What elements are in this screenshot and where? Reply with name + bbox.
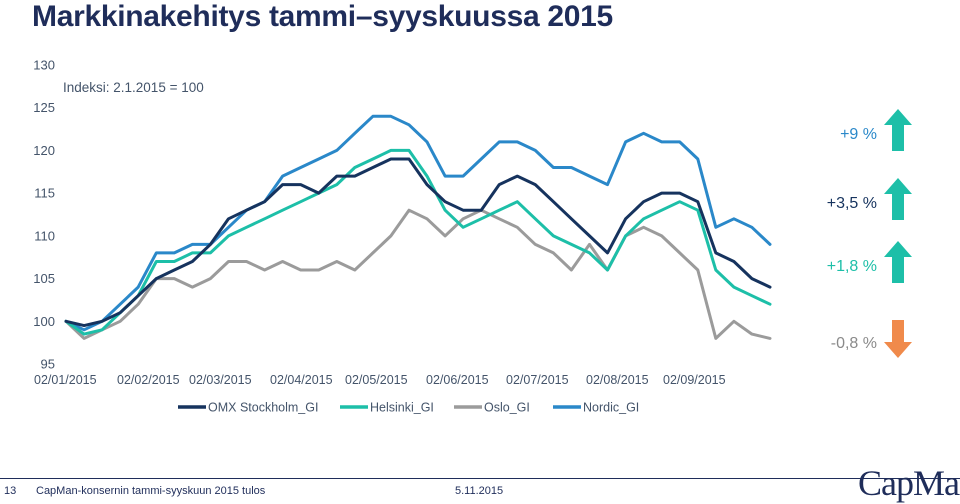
arrow-up-icon bbox=[884, 241, 912, 283]
x-tick-label: 02/05/2015 bbox=[345, 373, 408, 387]
change-annotations: +9 % +3,5 % +1,8 % -0,8 % bbox=[827, 109, 912, 358]
legend-label: Nordic_GI bbox=[583, 401, 639, 415]
series-line-oslo-gi bbox=[64, 208, 772, 340]
change-label: +9 % bbox=[840, 126, 877, 143]
index-note: Indeksi: 2.1.2015 = 100 bbox=[63, 80, 204, 95]
y-axis: 130 125 120 115 110 105 100 95 bbox=[33, 58, 55, 372]
series-line-helsinki-gi bbox=[64, 148, 772, 336]
series-line-omx-stockholm-gi bbox=[64, 157, 772, 328]
change-label: +1,8 % bbox=[827, 258, 877, 275]
y-tick-label: 110 bbox=[34, 228, 55, 243]
x-tick-label: 02/04/2015 bbox=[270, 373, 333, 387]
change-label: -0,8 % bbox=[831, 335, 877, 352]
page-number: 13 bbox=[4, 485, 17, 497]
x-tick-label: 02/02/2015 bbox=[117, 373, 180, 387]
x-axis: 02/01/2015 02/02/2015 02/03/2015 02/04/2015… bbox=[34, 373, 726, 387]
y-tick-label: 95 bbox=[41, 357, 55, 372]
x-tick-label: 02/09/2015 bbox=[663, 373, 726, 387]
x-tick-label: 02/03/2015 bbox=[189, 373, 252, 387]
y-tick-label: 115 bbox=[34, 186, 55, 201]
legend-label: Oslo_GI bbox=[484, 401, 530, 415]
x-tick-label: 02/08/2015 bbox=[586, 373, 649, 387]
footer-divider bbox=[0, 478, 960, 479]
arrow-up-icon bbox=[884, 109, 912, 151]
x-tick-label: 02/01/2015 bbox=[34, 373, 97, 387]
capman-logo: CapMan bbox=[858, 463, 960, 503]
slide-title: Markkinakehitys tammi–syyskuussa 2015 bbox=[32, 0, 613, 33]
legend: OMX Stockholm_GI Helsinki_GI Oslo_GI Nordic… bbox=[178, 401, 639, 415]
arrow-down-icon bbox=[884, 320, 912, 358]
x-tick-label: 02/06/2015 bbox=[426, 373, 489, 387]
y-tick-label: 100 bbox=[33, 314, 55, 329]
footer-text: CapMan-konsernin tammi-syyskuun 2015 tul… bbox=[36, 485, 266, 497]
y-tick-label: 130 bbox=[33, 58, 55, 73]
y-tick-label: 105 bbox=[33, 271, 55, 286]
x-tick-label: 02/07/2015 bbox=[506, 373, 569, 387]
series-lines bbox=[64, 114, 772, 340]
arrow-up-icon bbox=[884, 178, 912, 220]
y-tick-label: 125 bbox=[33, 100, 55, 115]
footer-date: 5.11.2015 bbox=[455, 485, 504, 497]
legend-label: Helsinki_GI bbox=[370, 401, 434, 415]
y-tick-label: 120 bbox=[33, 143, 55, 158]
change-label: +3,5 % bbox=[827, 195, 877, 212]
series-line-nordic-gi bbox=[64, 114, 772, 332]
legend-label: OMX Stockholm_GI bbox=[208, 401, 318, 415]
